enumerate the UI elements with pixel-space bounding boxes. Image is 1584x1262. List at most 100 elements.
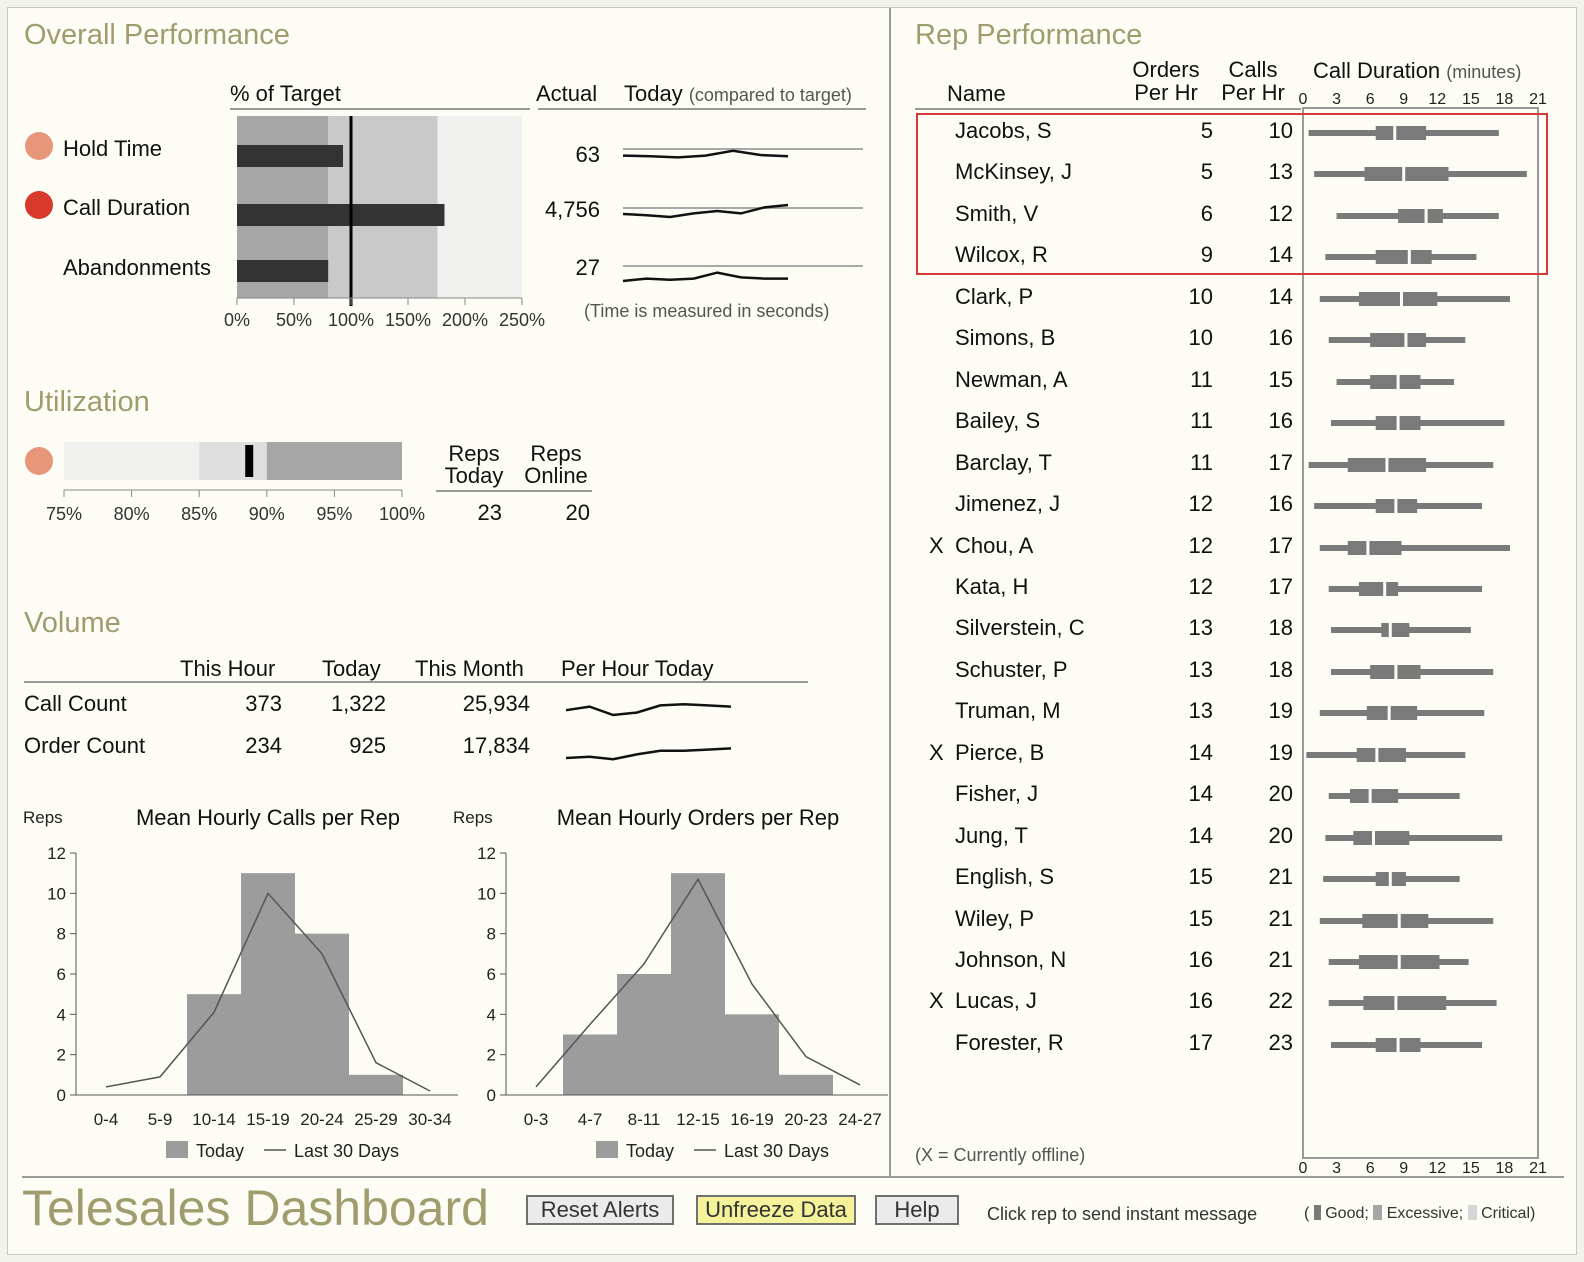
rep-orders-per-hr: 12 [1188, 573, 1213, 599]
duration-iqr-box [1366, 706, 1418, 721]
hist-ylabel-0: Reps [23, 808, 63, 827]
rep-row[interactable]: Truman, M 13 19 [923, 694, 1563, 730]
panel-divider [889, 8, 891, 1176]
order-count-label: Order Count [24, 733, 146, 758]
hist-title-1: Mean Hourly Orders per Rep [557, 805, 839, 830]
duration-top-tick-4: 12 [1428, 91, 1446, 108]
per-hour-today-sparklines [565, 702, 732, 761]
rep-row[interactable]: Simons, B 10 16 [923, 321, 1563, 357]
rep-calls-per-hr: 17 [1268, 532, 1293, 558]
calls-per-hr-header-line2: Per Hr [1221, 80, 1285, 105]
rep-calls-per-hr: 10 [1268, 118, 1293, 143]
rep-row[interactable]: Forester, R 17 23 [923, 1026, 1563, 1062]
unfreeze-data-button[interactable]: Unfreeze Data [696, 1195, 856, 1225]
orders-per-hr-header: Orders Per Hr [1120, 58, 1212, 104]
rep-name: Lucas, J [955, 988, 1037, 1014]
rep-row[interactable]: Smith, V 6 12 [923, 197, 1563, 233]
rep-row[interactable]: Fisher, J 14 20 [923, 777, 1563, 813]
rep-row[interactable]: Silverstein, C 13 18 [923, 611, 1563, 647]
critical-swatch [1467, 1205, 1477, 1220]
call-count-label: Call Count [24, 691, 127, 716]
offline-note: (X = Currently offline) [915, 1145, 1086, 1165]
call-count-this-hour: 373 [245, 691, 282, 716]
reps-today-header: Reps Today [438, 443, 510, 487]
help-button[interactable]: Help [875, 1195, 959, 1225]
rep-orders-per-hr: 17 [1188, 1029, 1213, 1055]
rep-row[interactable]: Schuster, P 13 18 [923, 653, 1563, 689]
rep-row[interactable]: X Pierce, B 14 19 [923, 736, 1563, 772]
rep-row[interactable]: English, S 15 21 [923, 860, 1563, 896]
hist-xtick-label-0-5: 25-29 [354, 1110, 397, 1129]
rep-calls-per-hr: 13 [1268, 159, 1293, 185]
rep-name: Bailey, S [955, 408, 1041, 434]
good-legend-label: Good; [1325, 1205, 1369, 1222]
rep-orders-per-hr: 10 [1188, 325, 1213, 351]
rep-row[interactable]: Jimenez, J 12 16 [923, 487, 1563, 523]
duration-iqr-box [1350, 789, 1399, 804]
hist-ylabel-1: Reps [453, 808, 493, 827]
duration-iqr-box [1353, 830, 1410, 845]
rep-row[interactable]: Bailey, S 11 16 [923, 404, 1563, 440]
hist-ytick-label-1-4: 8 [487, 925, 496, 944]
duration-top-tick-6: 18 [1496, 91, 1514, 108]
status-legend-open: ( [1304, 1205, 1310, 1222]
rep-row[interactable]: X Chou, A 12 17 [923, 529, 1563, 565]
reset-alerts-button[interactable]: Reset Alerts [526, 1195, 674, 1225]
util-tick-label-3: 90% [249, 504, 285, 524]
rep-row[interactable]: McKinsey, J 5 13 [923, 155, 1563, 191]
today-header-sub: (compared to target) [688, 85, 852, 105]
rep-name: Silverstein, C [955, 615, 1085, 641]
hist-ytick-label-1-6: 12 [477, 844, 496, 863]
rep-row[interactable]: Barclay, T 11 17 [923, 446, 1563, 482]
rep-duration-box [1336, 372, 1455, 391]
rep-row[interactable]: X Lucas, J 16 22 [923, 984, 1563, 1020]
duration-bottom-tick-5: 15 [1462, 1160, 1480, 1176]
rep-row[interactable]: Clark, P 10 14 [923, 280, 1563, 316]
volume-sparkline-0 [565, 702, 732, 717]
rep-row[interactable]: Wiley, P 15 21 [923, 902, 1563, 938]
hist-xtick-label-0-6: 30-34 [408, 1110, 451, 1129]
utilization-title: Utilization [24, 386, 150, 418]
rep-name: Barclay, T [955, 449, 1052, 475]
rep-row[interactable]: Wilcox, R 9 14 [923, 238, 1563, 274]
rep-row[interactable]: Newman, A 11 15 [923, 363, 1563, 399]
rep-row[interactable]: Jung, T 14 20 [923, 819, 1563, 855]
rep-name: Johnson, N [955, 947, 1067, 972]
call-count-this-month: 25,934 [462, 691, 530, 716]
hist-bar-1-5 [779, 1074, 833, 1095]
rep-calls-per-hr: 14 [1268, 283, 1293, 309]
orders-per-hr-header-line2: Per Hr [1134, 80, 1198, 105]
calls-per-hr-header-line1: Calls [1228, 57, 1278, 82]
rep-name: Wiley, P [955, 905, 1035, 931]
duration-iqr-box [1375, 250, 1432, 265]
duration-bottom-tick-4: 12 [1428, 1160, 1446, 1176]
hist-xtick-label-1-4: 16-19 [730, 1110, 773, 1129]
excessive-legend-label: Excessive; [1386, 1205, 1464, 1222]
critical-legend-label: Critical) [1481, 1205, 1536, 1222]
rep-calls-per-hr: 16 [1268, 408, 1293, 434]
volume-header-this-month: This Month [415, 656, 524, 681]
rep-duration-box [1325, 828, 1503, 847]
duration-iqr-box [1362, 913, 1429, 928]
rep-orders-per-hr: 14 [1188, 739, 1213, 765]
rep-row[interactable]: Johnson, N 16 21 [923, 943, 1563, 979]
rep-row[interactable]: Kata, H 12 17 [923, 570, 1563, 606]
volume-header-today: Today [322, 656, 381, 681]
today-header-label: Today [624, 81, 683, 106]
pct-of-target-bullet-chart: 0% 50% 100% 150% 200% 250% [224, 116, 545, 330]
util-band-high [266, 442, 402, 480]
hist-ytick-label-0-5: 10 [47, 884, 66, 903]
pct-tick-label-4: 200% [442, 310, 488, 330]
rep-duration-box [1328, 579, 1483, 598]
hist-xtick-label-1-6: 24-27 [838, 1110, 881, 1129]
duration-bottom-tick-2: 6 [1366, 1160, 1375, 1176]
rep-calls-per-hr: 23 [1268, 1029, 1293, 1055]
rep-orders-per-hr: 10 [1188, 283, 1213, 309]
volume-header-this-hour: This Hour [180, 656, 276, 681]
actual-header: Actual [536, 81, 598, 106]
dashboard-frame: Overall Performance % of Target Actual T… [7, 7, 1577, 1255]
rep-row[interactable]: Jacobs, S 5 10 [923, 114, 1563, 150]
rep-name: Jacobs, S [955, 118, 1052, 143]
duration-iqr-box [1358, 291, 1438, 306]
rep-calls-per-hr: 17 [1268, 573, 1293, 599]
